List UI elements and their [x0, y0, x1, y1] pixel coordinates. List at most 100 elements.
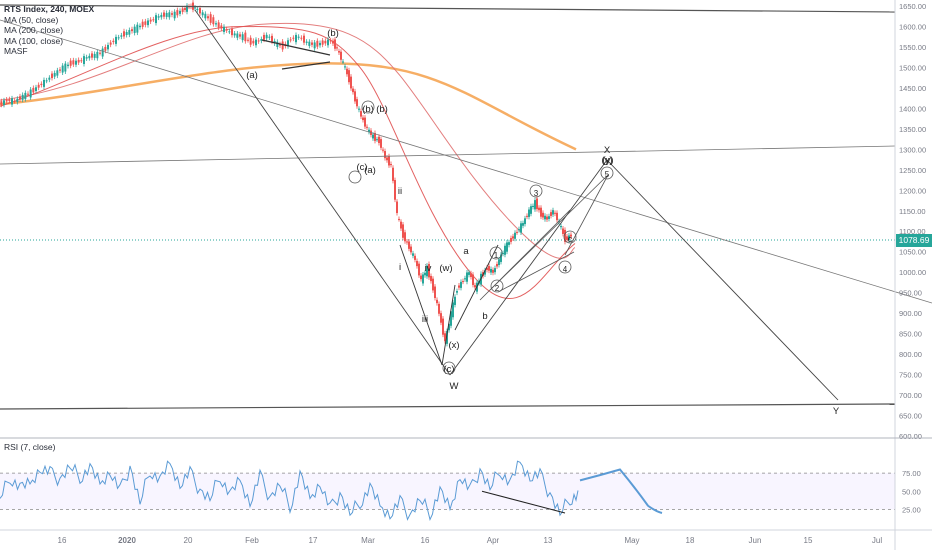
- candle-body: [524, 218, 526, 225]
- y-tick-label: 1350.00: [899, 125, 926, 134]
- candle-body: [244, 32, 247, 42]
- candle-body: [432, 278, 434, 291]
- candle-body: [424, 272, 426, 276]
- candle-body: [324, 40, 327, 44]
- candle-body: [319, 42, 321, 46]
- x-tick-label: 20: [184, 536, 193, 545]
- candle-body: [24, 92, 27, 100]
- candle-body: [414, 255, 416, 260]
- rsi-tick-label: 75.00: [902, 469, 921, 478]
- candle-body: [364, 117, 366, 127]
- wave-label: ii: [398, 186, 402, 197]
- candle-body: [85, 57, 88, 59]
- candle-body: [77, 59, 80, 63]
- candle-body: [388, 156, 390, 166]
- wave-circle: [442, 361, 456, 375]
- candle-body: [562, 228, 564, 234]
- candle-body: [257, 40, 260, 42]
- candle-body: [342, 61, 344, 63]
- candle-body: [380, 139, 382, 148]
- candle-body: [406, 241, 408, 243]
- candle-body: [488, 266, 490, 271]
- candle-body: [109, 42, 112, 45]
- candle-body: [530, 206, 532, 214]
- candle-body: [35, 87, 37, 91]
- ma200-line: [0, 62, 577, 151]
- wave-circle: [600, 166, 614, 180]
- candle-body: [186, 5, 188, 12]
- wave-label: X: [604, 145, 611, 156]
- channel-top-line: [0, 4, 896, 13]
- wave-label: (a): [246, 70, 258, 81]
- candle-body: [155, 15, 157, 24]
- candle-body: [64, 63, 67, 72]
- candle-body: [287, 40, 289, 47]
- candle-body: [426, 265, 428, 277]
- triangle-bottom: [281, 61, 331, 70]
- y-tick-label: 1450.00: [899, 84, 926, 93]
- candle-body: [141, 21, 144, 27]
- candle-body: [416, 260, 418, 267]
- candle-body: [450, 311, 452, 326]
- candle-body: [91, 53, 93, 58]
- horizontal-trendline: [0, 145, 896, 165]
- candle-body: [468, 272, 470, 275]
- candle-body: [500, 254, 502, 262]
- legend-ma100: MA (100, close): [4, 35, 64, 46]
- y-tick-label: 750.00: [899, 371, 922, 380]
- candle-body: [496, 264, 498, 267]
- channel-bottom-line: [0, 403, 896, 410]
- candle-body: [446, 331, 448, 344]
- candle-body: [564, 229, 566, 242]
- candle-body: [544, 215, 546, 220]
- candle-body: [458, 285, 460, 288]
- candle-body: [470, 273, 472, 278]
- candle-body: [80, 60, 83, 62]
- candle-body: [404, 232, 406, 242]
- candle-body: [408, 241, 410, 249]
- candle-body: [536, 198, 538, 210]
- y-tick-label: 900.00: [899, 309, 922, 318]
- candle-body: [412, 253, 414, 256]
- x-tick-label: Jul: [872, 536, 882, 545]
- candle-body: [215, 23, 217, 25]
- wave-label: 3: [534, 189, 539, 198]
- candle-body: [207, 16, 209, 19]
- candle-body: [0, 101, 3, 105]
- candle-body: [29, 89, 32, 98]
- candle-body: [352, 88, 354, 93]
- y-tick-label: 1650.00: [899, 2, 926, 11]
- candle-body: [504, 245, 506, 255]
- candle-body: [313, 42, 316, 49]
- candle-body: [300, 37, 303, 39]
- candle-body: [490, 268, 492, 273]
- candle-body: [88, 55, 91, 59]
- candle-body: [418, 263, 420, 276]
- wave-label: (w): [439, 263, 452, 274]
- candle-body: [438, 303, 440, 314]
- wave-label: (c): [443, 364, 454, 375]
- candle-body: [117, 37, 120, 39]
- y-tick-label: 1550.00: [899, 43, 926, 52]
- candle-body: [131, 29, 133, 32]
- candle-body: [184, 8, 186, 10]
- candle-body: [279, 44, 281, 46]
- candle-body: [502, 252, 504, 254]
- rsi-tick-label: 50.00: [902, 487, 921, 496]
- candle-body: [289, 39, 292, 41]
- candle-body: [512, 236, 514, 239]
- x-tick-label: Apr: [487, 536, 500, 545]
- candle-body: [336, 47, 338, 49]
- candle-body: [534, 200, 536, 210]
- candle-body: [125, 32, 128, 36]
- y-tick-label: 1400.00: [899, 104, 926, 113]
- candle-body: [374, 132, 376, 141]
- candle-body: [233, 33, 236, 36]
- wave-w-line: [194, 9, 451, 376]
- candle-body: [16, 98, 19, 103]
- x-tick-label: May: [624, 536, 639, 545]
- candle-body: [212, 17, 215, 25]
- candle-body: [263, 34, 265, 40]
- candle-body: [255, 39, 257, 46]
